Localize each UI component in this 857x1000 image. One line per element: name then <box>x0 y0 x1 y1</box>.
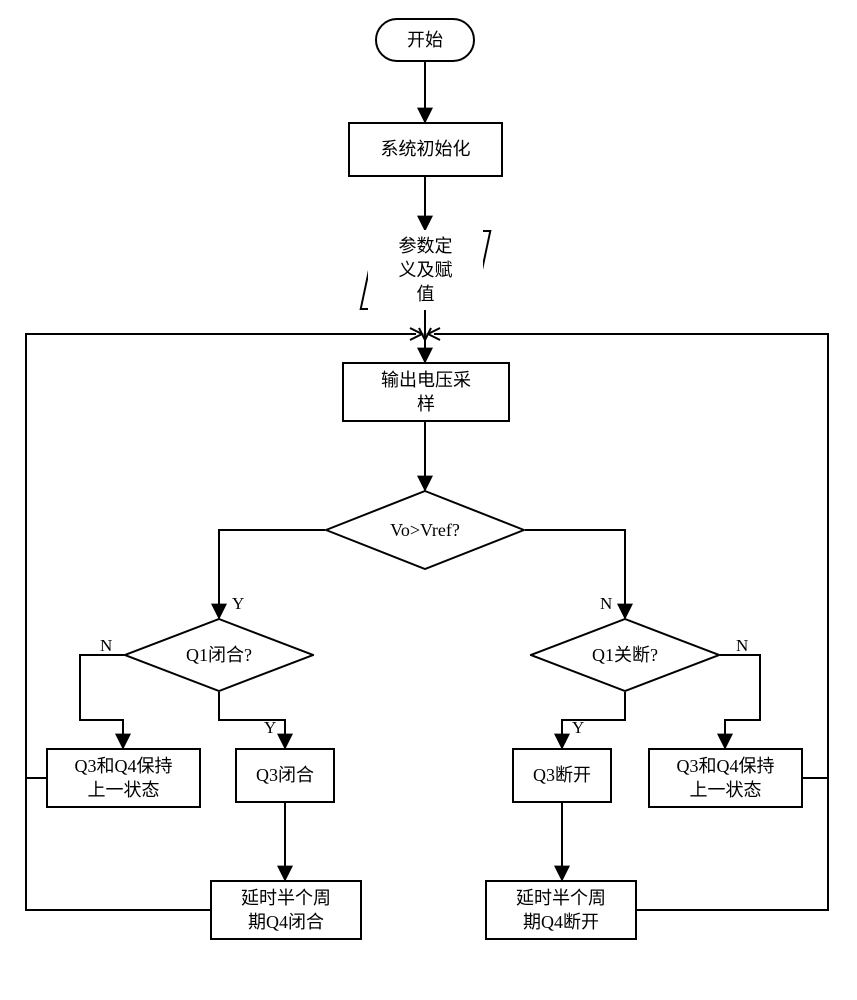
q1-closed-label: Q1闭合? <box>186 643 252 667</box>
delay-open-process: 延时半个周 期Q4断开 <box>485 880 637 940</box>
q3-close-process: Q3闭合 <box>235 748 335 803</box>
branch-label-n-cmp: N <box>600 594 612 614</box>
keep-left-process: Q3和Q4保持 上一状态 <box>46 748 201 808</box>
init-process: 系统初始化 <box>348 122 503 177</box>
start-label: 开始 <box>407 28 443 52</box>
compare-label: Vo>Vref? <box>390 518 460 542</box>
delay-close-label: 延时半个周 期Q4闭合 <box>241 886 331 935</box>
branch-label-y-q1l: Y <box>264 718 276 738</box>
start-terminator: 开始 <box>375 18 475 62</box>
branch-label-y-q1r: Y <box>572 718 584 738</box>
q1-open-label: Q1关断? <box>592 643 658 667</box>
keep-right-process: Q3和Q4保持 上一状态 <box>648 748 803 808</box>
keep-right-label: Q3和Q4保持 上一状态 <box>677 754 775 803</box>
branch-label-n-q1r: N <box>736 636 748 656</box>
q1-closed-decision: Q1闭合? <box>124 618 314 692</box>
q3-open-process: Q3断开 <box>512 748 612 803</box>
init-label: 系统初始化 <box>381 137 471 161</box>
sample-process: 输出电压采 样 <box>342 362 510 422</box>
delay-close-process: 延时半个周 期Q4闭合 <box>210 880 362 940</box>
params-label: 参数定 义及赋 值 <box>399 234 453 307</box>
flowchart-canvas: 开始 系统初始化 参数定 义及赋 值 输出电压采 样 Vo>Vref? Q1闭合… <box>0 0 857 1000</box>
delay-open-label: 延时半个周 期Q4断开 <box>516 886 606 935</box>
branch-label-n-q1l: N <box>100 636 112 656</box>
params-io: 参数定 义及赋 值 <box>368 230 483 310</box>
compare-decision: Vo>Vref? <box>325 490 525 570</box>
q1-open-decision: Q1关断? <box>530 618 720 692</box>
sample-label: 输出电压采 样 <box>381 368 471 417</box>
q3-open-label: Q3断开 <box>533 763 591 787</box>
keep-left-label: Q3和Q4保持 上一状态 <box>75 754 173 803</box>
branch-label-y-cmp: Y <box>232 594 244 614</box>
q3-close-label: Q3闭合 <box>256 763 314 787</box>
